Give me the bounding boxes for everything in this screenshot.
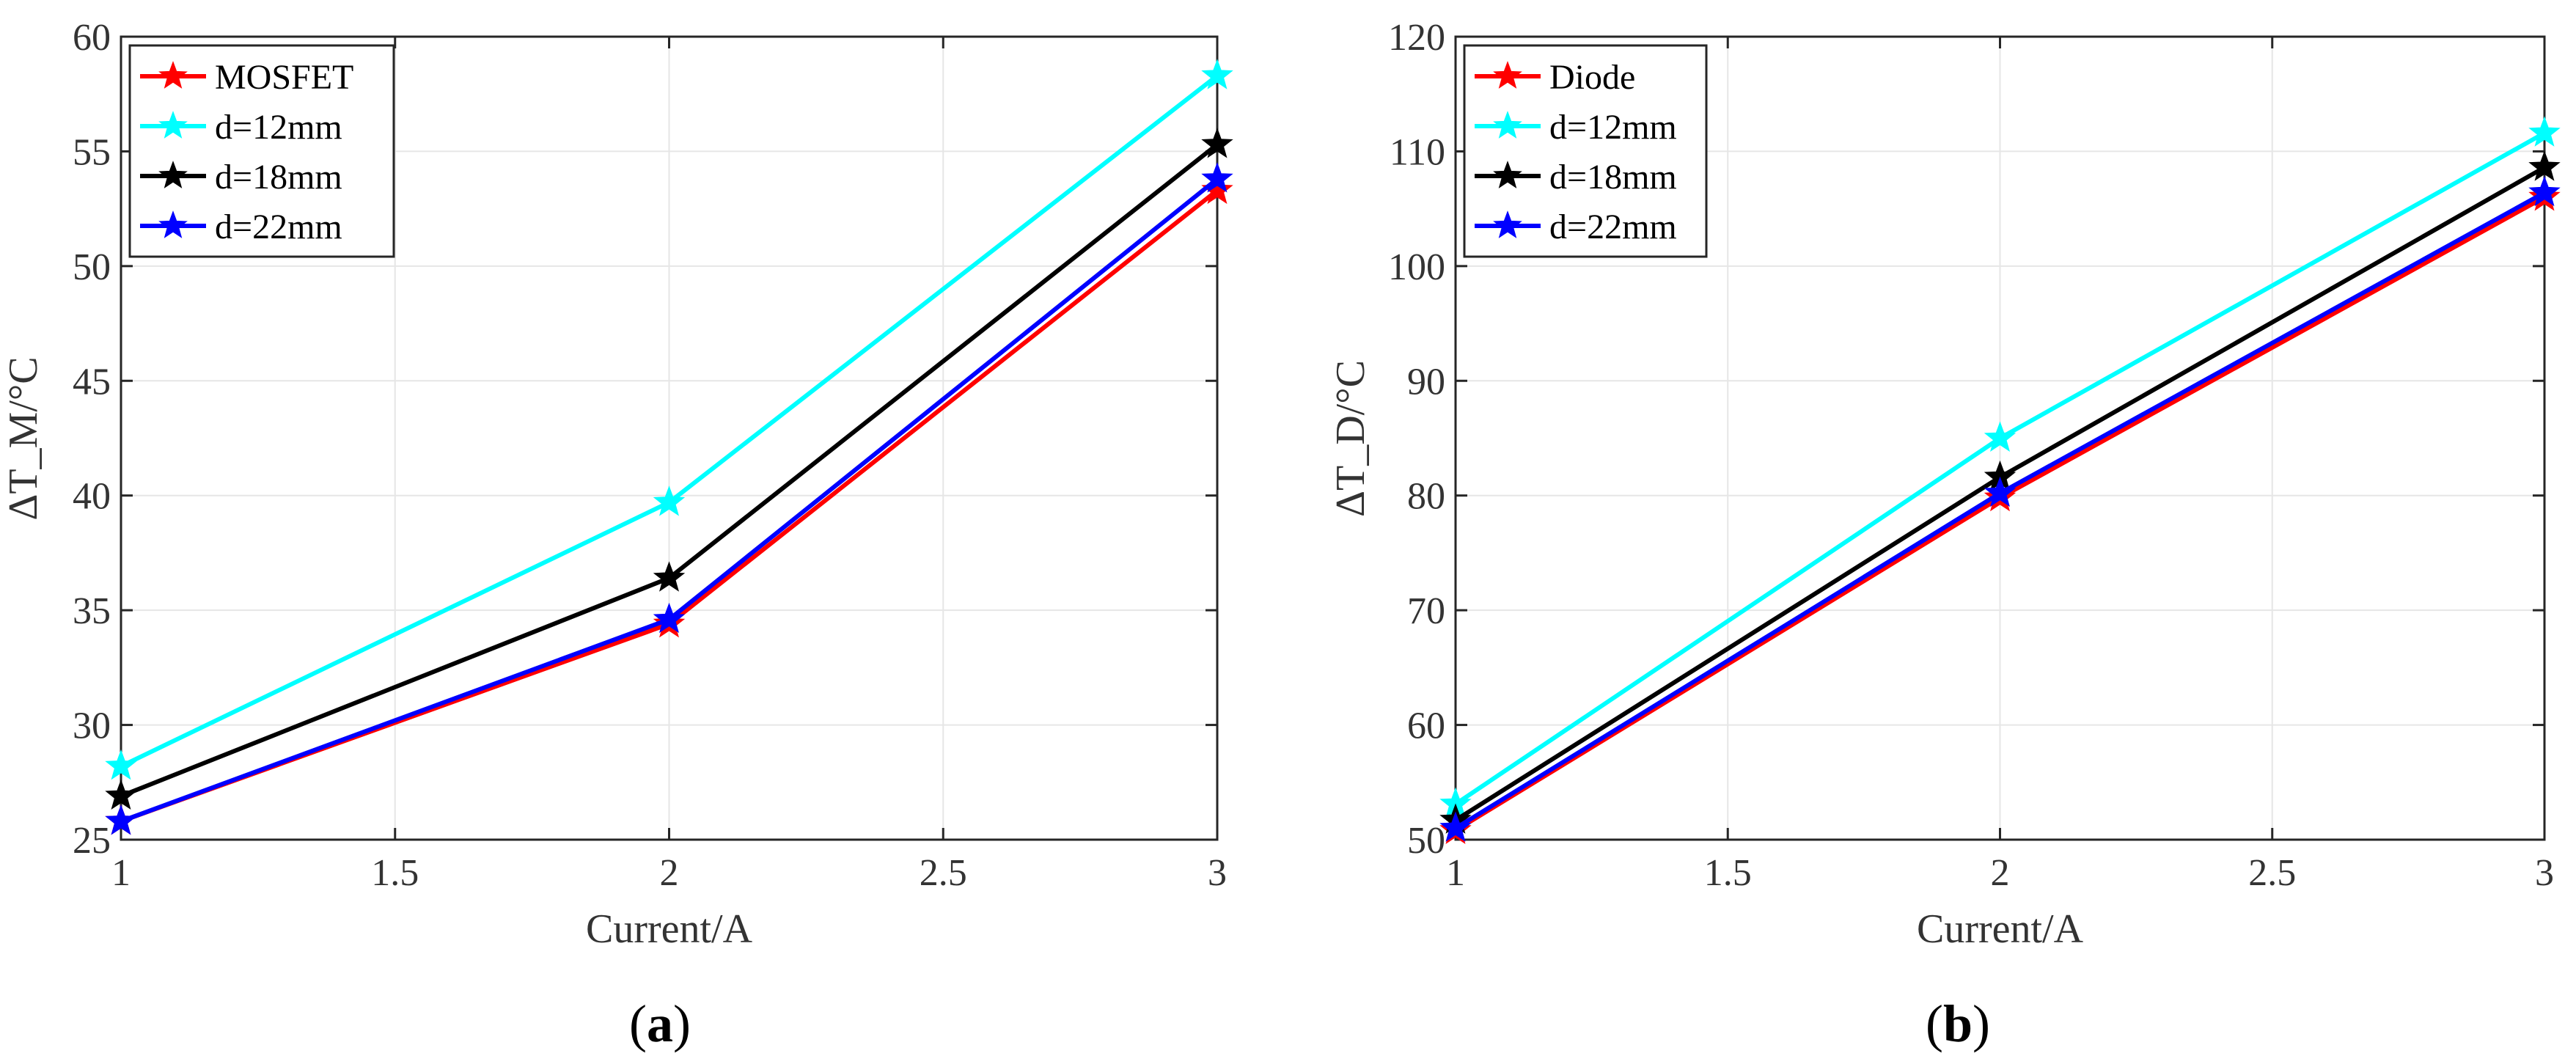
y-tick-label: 50 [73,246,111,288]
legend-marker [158,161,188,188]
series-2 [105,128,1233,810]
data-point [105,804,137,835]
legend-label: MOSFET [215,58,353,97]
caption-close: ) [673,994,691,1053]
legend-label: d=22mm [215,208,342,246]
y-tick-label: 55 [73,131,111,173]
legend-marker [158,111,188,139]
chart-a: 1 1.5 2 2.5 3 25 30 35 40 45 50 55 60 Current/A ΔT_M/°… [1,17,1233,1053]
caption-letter: b [1943,994,1973,1053]
y-tick-label: 90 [1407,361,1445,403]
y-tick-label: 120 [1388,17,1445,59]
x-tick-label: 1.5 [1704,852,1752,894]
data-point [105,749,137,780]
panel-caption: (b) [1926,994,1990,1053]
y-tick-label: 60 [73,17,111,59]
x-tick-label: 3 [1208,852,1227,894]
y-tick-label: 45 [73,361,111,403]
data-point [2528,116,2561,147]
x-tick-label: 2 [1991,852,2010,894]
caption-close: ) [1973,994,1990,1053]
legend-label: Diode [1549,58,1635,97]
series-3 [1439,175,2561,842]
y-tick-label: 40 [73,476,111,518]
legend-marker [1493,61,1522,89]
legend-marker [1493,161,1522,188]
data-point [105,779,137,810]
y-tick-label: 30 [73,705,111,747]
x-tick-label: 2 [660,852,679,894]
y-tick-label: 35 [73,590,111,632]
y-tick-label: 100 [1388,246,1445,288]
data-point [2528,175,2561,207]
legend-marker [158,210,188,238]
data-point [653,561,686,592]
data-point [653,485,686,516]
data-point [1439,811,1472,842]
x-tick-label: 2.5 [2248,852,2296,894]
y-tick-label: 50 [1407,820,1445,862]
legend: MOSFET d=12mm d=18mm d=22mm [128,44,395,258]
legend: Diode d=12mm d=18mm d=22mm [1463,44,1708,258]
data-point [2528,150,2561,181]
y-tick-label: 60 [1407,705,1445,747]
x-tick-label: 1.5 [371,852,419,894]
panel-caption: (a) [629,994,691,1053]
y-axis-label: ΔT_D/°C [1328,360,1373,517]
x-axis-label: Current/A [586,906,753,952]
legend-label: d=18mm [1549,158,1677,197]
legend-label: d=12mm [215,108,342,147]
x-tick-label: 1 [111,852,131,894]
legend-marker [1493,210,1522,238]
x-tick-label: 2.5 [920,852,967,894]
y-tick-label: 25 [73,820,111,862]
x-tick-label: 3 [2535,852,2554,894]
data-point [1984,421,2017,452]
x-axis-label: Current/A [1917,906,2084,952]
data-point [1984,476,2017,507]
series-1 [105,59,1233,780]
caption-open: ( [629,994,647,1053]
legend-marker [158,61,188,89]
legend-label: d=12mm [1549,108,1677,147]
data-point [1201,128,1233,158]
y-tick-label: 70 [1407,590,1445,632]
caption-open: ( [1926,994,1943,1053]
data-point [1201,59,1233,89]
data-point [653,602,686,634]
legend-label: d=22mm [1549,208,1677,246]
y-tick-label: 110 [1390,131,1445,173]
data-point [1201,162,1233,193]
series-3 [105,162,1233,835]
legend-marker [1493,111,1522,139]
chart-b: 1 1.5 2 2.5 3 50 60 70 80 90 100 110 120 Current/A ΔT_… [1328,17,2561,1053]
y-axis-label: ΔT_M/°C [1,356,46,520]
legend-label: d=18mm [215,158,342,197]
x-tick-label: 1 [1446,852,1465,894]
caption-letter: a [647,994,673,1053]
y-tick-label: 80 [1407,476,1445,518]
